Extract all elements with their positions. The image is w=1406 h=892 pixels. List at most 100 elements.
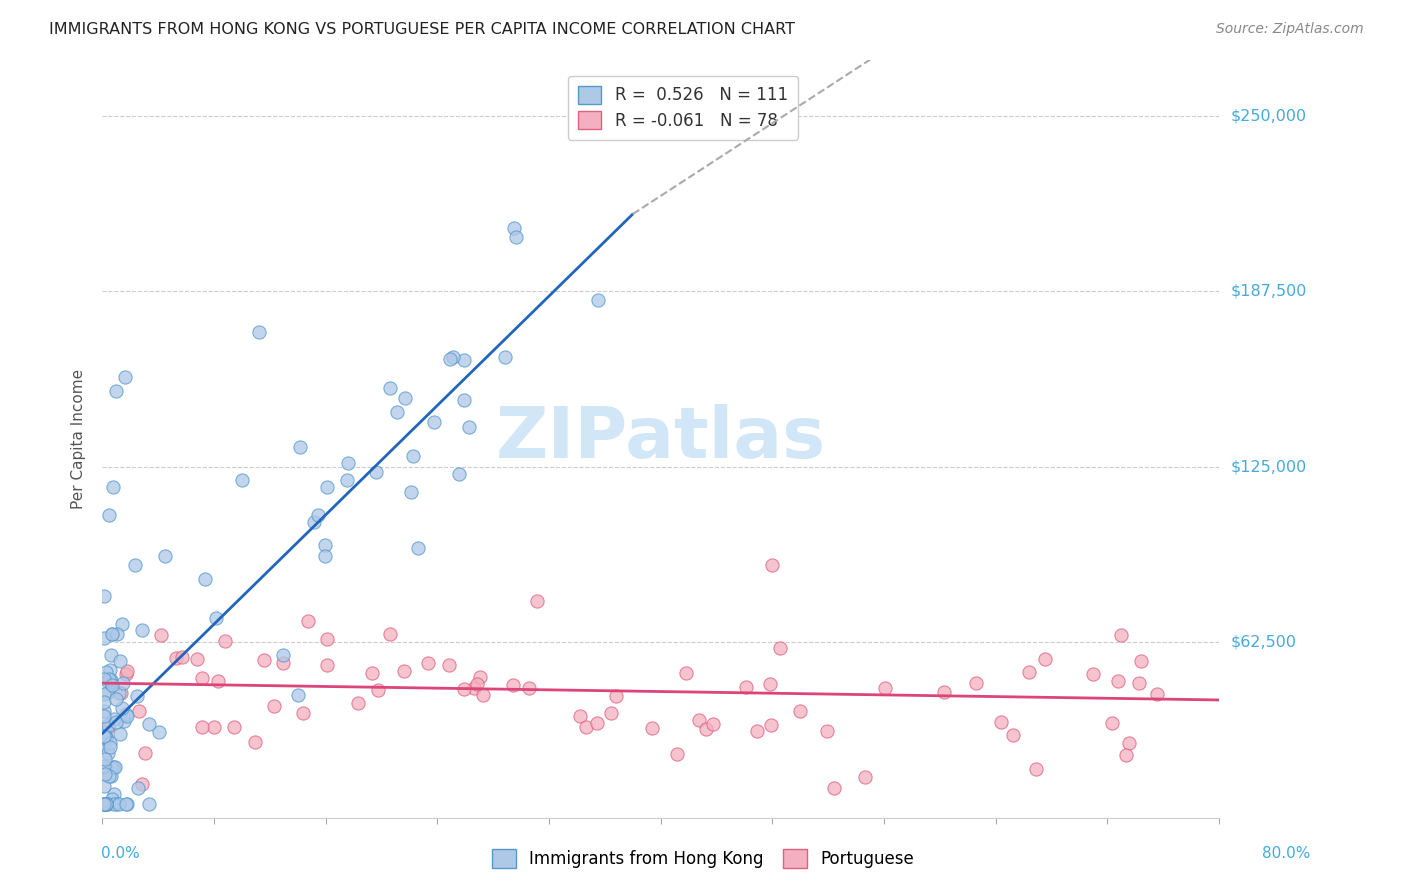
Point (437, 658, 460, 673)
Point (605, 690, 627, 704)
Point (97, 797, 120, 811)
Point (131, 777, 153, 791)
Point (666, 747, 689, 761)
Point (191, 720, 214, 734)
Point (247, 325, 270, 339)
Point (101, 792, 124, 806)
Point (94, 766, 117, 780)
Point (148, 725, 170, 739)
Point (990, 714, 1012, 729)
Point (100, 760, 122, 774)
Point (93, 687, 115, 701)
Point (287, 688, 309, 702)
Point (153, 549, 176, 563)
Point (93, 725, 115, 739)
Point (253, 653, 276, 667)
Point (103, 797, 125, 811)
Point (93, 759, 115, 773)
Point (823, 780, 845, 795)
Point (93, 797, 115, 811)
Point (641, 721, 664, 735)
Point (932, 684, 955, 698)
Point (263, 698, 285, 713)
Point (688, 713, 710, 727)
Point (271, 656, 294, 670)
Point (406, 541, 429, 556)
Point (314, 549, 336, 564)
Point (347, 696, 370, 710)
Point (315, 632, 337, 646)
Point (93, 589, 115, 603)
Text: $187,500: $187,500 (1230, 284, 1306, 299)
Point (172, 649, 194, 664)
Point (745, 724, 768, 739)
Point (105, 692, 128, 706)
Point (675, 665, 697, 680)
Point (103, 760, 125, 774)
Point (98, 740, 121, 755)
Point (93, 797, 115, 811)
Point (93, 631, 115, 645)
Point (114, 714, 136, 729)
Point (107, 626, 129, 640)
Point (502, 678, 524, 692)
Point (97, 769, 120, 783)
Point (401, 449, 423, 463)
Point (394, 391, 416, 405)
Point (463, 681, 485, 695)
Point (302, 516, 325, 530)
Point (127, 781, 149, 796)
Point (586, 293, 609, 307)
Point (399, 485, 422, 500)
Point (457, 419, 479, 434)
Point (104, 760, 127, 774)
Point (517, 681, 540, 695)
Point (439, 351, 461, 366)
Point (103, 712, 125, 726)
Point (316, 657, 339, 672)
Point (214, 633, 236, 648)
Point (1115, 747, 1137, 762)
Point (108, 686, 131, 700)
Point (94, 730, 117, 744)
Point (1101, 716, 1123, 731)
Point (336, 473, 359, 487)
Point (378, 381, 401, 395)
Point (465, 676, 488, 690)
Point (735, 680, 758, 694)
Point (100, 673, 122, 688)
Point (789, 705, 811, 719)
Point (114, 370, 136, 384)
Point (94, 731, 117, 745)
Point (1025, 762, 1047, 776)
Point (599, 706, 621, 720)
Point (526, 593, 548, 607)
Point (93, 752, 115, 766)
Point (97, 720, 120, 734)
Point (124, 558, 146, 572)
Point (761, 558, 783, 573)
Point (1107, 674, 1129, 689)
Point (316, 480, 339, 494)
Point (111, 701, 134, 715)
Point (471, 688, 494, 702)
Point (108, 727, 131, 741)
Y-axis label: Per Capita Income: Per Capita Income (72, 368, 86, 508)
Point (93, 779, 115, 793)
Point (447, 467, 470, 481)
Point (115, 708, 138, 723)
Point (204, 611, 226, 625)
Point (202, 720, 225, 734)
Point (423, 416, 446, 430)
Point (101, 627, 124, 641)
Point (759, 677, 782, 691)
Point (337, 456, 360, 470)
Point (307, 508, 329, 522)
Point (453, 392, 475, 407)
Point (702, 716, 724, 731)
Legend: Immigrants from Hong Kong, Portuguese: Immigrants from Hong Kong, Portuguese (485, 843, 921, 875)
Point (108, 654, 131, 668)
Point (98, 664, 121, 678)
Point (101, 678, 124, 692)
Text: 80.0%: 80.0% (1263, 846, 1310, 861)
